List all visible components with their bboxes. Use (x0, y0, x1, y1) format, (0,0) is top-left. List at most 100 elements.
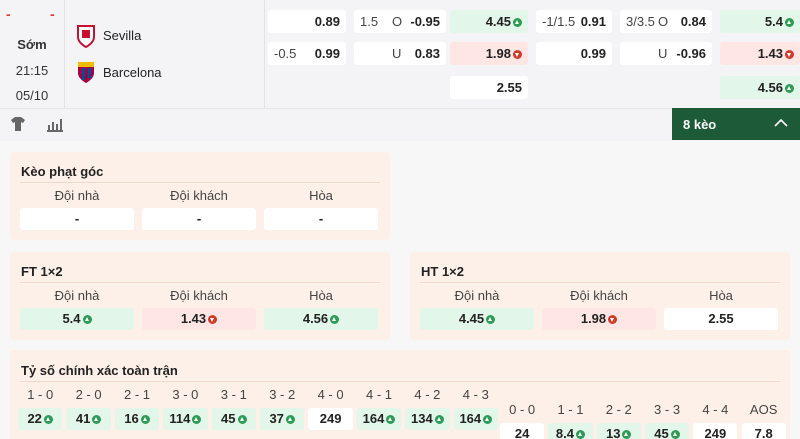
score-odds[interactable]: 164 (453, 408, 498, 430)
odds-cell[interactable]: -1/1.5 0.91 (536, 10, 612, 33)
odds-value: 37 (269, 411, 295, 426)
side: U (392, 46, 402, 61)
divider (420, 282, 780, 283)
score-odds[interactable]: 164 (356, 408, 402, 430)
market-odds[interactable]: 1.98 (542, 308, 656, 330)
period: Sớm (17, 37, 47, 52)
odds-value: - (74, 211, 80, 226)
score-odds[interactable]: 8.4 (548, 423, 593, 439)
score-odds[interactable]: 249 (693, 423, 738, 439)
trend-up (237, 415, 247, 424)
handicap: -0.5 (274, 46, 297, 61)
trend-up (330, 315, 340, 324)
odds-value: 164 (459, 411, 493, 426)
trend-down (513, 50, 522, 59)
chevron-up[interactable] (774, 118, 788, 128)
correct-score-panel: Tỷ số chính xác toàn trận 1 - 0 22 2 - 0 41 2… (10, 350, 790, 439)
trend-up (434, 415, 444, 424)
away-logo (78, 62, 94, 83)
odds-value: 4.45 (486, 14, 522, 29)
market-odds[interactable]: 4.45 (420, 308, 534, 330)
score-label: 3 - 0 (172, 387, 199, 402)
trend-up (575, 430, 585, 439)
odds-value: 2.55 (708, 311, 734, 326)
market-header: Đội khách (170, 188, 228, 203)
score-odds[interactable]: 24 (500, 423, 545, 439)
market-odds[interactable]: 1.43 (142, 308, 256, 330)
market-title: HT 1×2 (421, 264, 464, 279)
more-label[interactable]: 8 kèo (683, 117, 717, 132)
score-odds[interactable]: 134 (405, 408, 450, 430)
odds-value: 8.4 (556, 426, 585, 439)
shirt-icon[interactable] (10, 116, 26, 132)
stats-icon[interactable] (46, 116, 64, 132)
trend-up (192, 415, 202, 424)
score-odds[interactable]: 41 (66, 408, 111, 430)
market-odds[interactable]: 5.4 (20, 308, 134, 330)
market-header: Hòa (309, 288, 333, 303)
more-button[interactable] (672, 108, 800, 140)
odds-cell[interactable]: 1.5 O -0.95 (354, 10, 446, 33)
odds-value: 0.83 (414, 46, 440, 61)
trend-up (622, 430, 632, 439)
score-odds[interactable]: 45 (211, 408, 256, 430)
divider (20, 282, 380, 283)
odds-cell[interactable]: 5.4 (720, 10, 800, 33)
odds-value: 4.56 (303, 311, 340, 326)
market-odds[interactable]: - (264, 208, 378, 230)
score-label: 2 - 2 (605, 402, 632, 417)
toolbar (0, 108, 800, 141)
score-label: 3 - 2 (269, 387, 296, 402)
score-odds[interactable]: 45 (644, 423, 690, 439)
score-label: 1 - 1 (557, 402, 584, 417)
score-label: 2 - 0 (75, 387, 102, 402)
score-odds[interactable]: 114 (163, 408, 208, 430)
odds-cell[interactable]: U 0.83 (354, 42, 446, 65)
score-label: 4 - 2 (414, 387, 441, 402)
market-odds[interactable]: - (20, 208, 134, 230)
side: O (392, 14, 403, 29)
odds-cell[interactable]: 0.99 (536, 42, 612, 65)
odds-cell[interactable]: 4.45 (450, 10, 528, 33)
odds-cell[interactable]: 4.56 (720, 76, 800, 99)
score-odds[interactable]: 37 (260, 408, 305, 430)
score-label: AOS (749, 402, 778, 417)
score-label: 4 - 3 (462, 387, 489, 402)
home-logo (77, 25, 95, 48)
side: O (658, 14, 669, 29)
score-label: 0 - 0 (509, 402, 536, 417)
score-odds[interactable]: 22 (18, 408, 63, 430)
odds-cell[interactable]: 3/3.5 O 0.84 (620, 10, 712, 33)
score-odds[interactable]: 249 (308, 408, 353, 430)
odds-value: 5.4 (62, 311, 92, 326)
trend-down (785, 50, 794, 59)
score-away: - (50, 6, 55, 22)
away-team: Barcelona (103, 65, 162, 80)
side: U (658, 46, 668, 61)
odds-cell[interactable]: 1.43 (720, 42, 800, 65)
odds-value: 0.89 (314, 14, 340, 29)
odds-cell[interactable]: 2.55 (450, 76, 528, 99)
score-odds[interactable]: 16 (114, 408, 160, 430)
odds-value: -0.96 (676, 46, 706, 61)
odds-value: -0.95 (410, 14, 440, 29)
odds-value: 5.4 (765, 14, 794, 29)
trend-up (82, 315, 92, 324)
odds-value: 41 (76, 411, 102, 426)
odds-cell[interactable]: U -0.96 (620, 42, 712, 65)
odds-cell[interactable]: 1.98 (450, 42, 528, 65)
trend-up (513, 18, 522, 27)
odds-cell[interactable]: -0.5 0.99 (268, 42, 346, 65)
odds-value: 0.99 (580, 46, 606, 61)
score-odds[interactable]: 13 (596, 423, 641, 439)
market-panel: HT 1×2 Đội nhà Đội khách Hòa 4.45 1.98 2.55 (410, 252, 790, 340)
market-odds[interactable]: - (142, 208, 256, 230)
market-odds[interactable]: 4.56 (264, 308, 378, 330)
trend-up (785, 18, 794, 27)
score-odds[interactable]: 7.8 (741, 423, 786, 439)
score-label: 3 - 3 (654, 402, 681, 417)
market-odds[interactable]: 2.55 (664, 308, 778, 330)
trend-down (608, 315, 618, 324)
market-title: FT 1×2 (21, 264, 63, 279)
odds-cell[interactable]: 0.89 (268, 10, 346, 33)
